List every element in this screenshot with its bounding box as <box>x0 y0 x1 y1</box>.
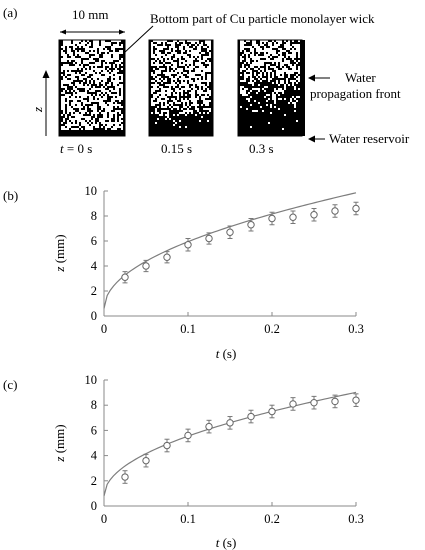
panel-a-photos: (a) 10 mm Bottom part of Cu particle mon… <box>3 5 410 156</box>
panel-b-label: (b) <box>3 188 18 203</box>
chart-c-point-6 <box>247 409 255 424</box>
chart-c-point-7 <box>268 404 276 419</box>
chart-c-marks <box>103 391 360 497</box>
chart-b-point-9 <box>310 208 318 222</box>
chart-c-ticks: 0 2 4 6 8 10 0 0.1 0.2 0.3 <box>85 373 364 526</box>
chart-b-fit-curve <box>103 192 357 309</box>
chart-b-xtick-label-3: 0.3 <box>348 322 364 336</box>
scale-bar-label: 10 mm <box>72 7 108 22</box>
chart-b-ytick-label-5: 10 <box>85 184 98 198</box>
wick-photo-0 <box>58 39 126 137</box>
z-axis-label: z <box>30 107 45 113</box>
chart-c-point-11 <box>352 393 360 407</box>
chart-c-xlabel: t (s) <box>216 535 237 550</box>
chart-c-point-5 <box>226 416 234 430</box>
chart-c-point-10 <box>331 394 339 409</box>
chart-b-point-8 <box>289 210 297 224</box>
chart-b: (b) 0 2 4 6 8 10 0 0.1 0.2 0.3 t (s) z (mm) <box>3 184 364 361</box>
chart-b-marks <box>103 192 360 309</box>
chart-b-point-1 <box>142 259 150 273</box>
chart-c-fit-curve <box>103 391 357 497</box>
wick-photos <box>58 39 305 137</box>
chart-c-ytick-label-4: 8 <box>91 398 97 412</box>
chart-c-point-8 <box>289 397 297 411</box>
scale-bar-left-arrow <box>60 29 66 35</box>
chart-b-point-2 <box>163 251 171 264</box>
chart-b-point-5 <box>226 225 234 239</box>
chart-c-ytick-label-0: 0 <box>91 499 97 513</box>
chart-b-point-11 <box>352 201 360 216</box>
reservoir-arrow-head <box>308 135 315 143</box>
panel-a-label: (a) <box>3 5 17 20</box>
chart-b-ytick-label-0: 0 <box>91 309 97 323</box>
chart-c-point-2 <box>163 438 171 453</box>
wick-photo-2 <box>237 39 303 137</box>
chart-b-point-10 <box>331 204 339 218</box>
chart-b-ytick-label-2: 4 <box>91 259 98 273</box>
chart-b-xlabel: t (s) <box>216 346 237 361</box>
chart-c-xtick-label-3: 0.3 <box>348 512 364 526</box>
wick-photo-1 <box>148 39 214 137</box>
time-label-0: t = 0 s <box>60 141 92 156</box>
front-label-2: propagation front <box>310 86 401 101</box>
chart-b-ytick-label-1: 2 <box>91 284 97 298</box>
chart-b-ylabel: z (mm) <box>52 234 67 272</box>
callout-text: Bottom part of Cu particle monolayer wic… <box>150 11 375 26</box>
chart-b-ticks: 0 2 4 6 8 10 0 0.1 0.2 0.3 <box>85 184 364 336</box>
chart-c-ylabel: z (mm) <box>52 424 67 462</box>
front-label-1: Water <box>345 70 376 85</box>
chart-b-point-0 <box>121 271 129 284</box>
chart-c-xtick-label-1: 0.1 <box>180 512 196 526</box>
chart-c-ytick-label-2: 4 <box>91 449 98 463</box>
chart-b-point-3 <box>184 238 192 252</box>
front-arrow-head <box>308 74 315 82</box>
chart-b-xtick-label-2: 0.2 <box>264 322 280 336</box>
chart-c-xtick-label-2: 0.2 <box>264 512 280 526</box>
reservoir-label: Water reservoir <box>329 131 410 146</box>
chart-b-xtick-label-1: 0.1 <box>180 322 196 336</box>
photo-edge <box>302 40 305 136</box>
time-label-1: 0.15 s <box>161 141 192 156</box>
chart-c-ytick-label-5: 10 <box>85 373 98 387</box>
chart-b-point-4 <box>205 232 213 245</box>
chart-c-point-4 <box>205 419 213 434</box>
chart-c-point-0 <box>121 470 129 484</box>
chart-c-point-9 <box>310 395 318 410</box>
z-arrow-head <box>42 70 50 78</box>
chart-c-point-1 <box>142 453 150 468</box>
chart-b-point-7 <box>268 211 276 226</box>
chart-c-xtick-label-0: 0 <box>101 512 107 526</box>
chart-b-ytick-label-4: 8 <box>91 209 97 223</box>
chart-b-point-6 <box>247 218 255 232</box>
time-label-2: 0.3 s <box>249 141 274 156</box>
scale-bar-right-arrow <box>119 29 125 35</box>
chart-b-xtick-label-0: 0 <box>101 322 107 336</box>
chart-c-ytick-label-3: 6 <box>91 423 97 437</box>
chart-c-ytick-label-1: 2 <box>91 474 97 488</box>
chart-c-point-3 <box>184 428 192 443</box>
panel-c-label: (c) <box>3 377 17 392</box>
chart-b-ytick-label-3: 6 <box>91 234 97 248</box>
chart-c: (c) 0 2 4 6 8 10 0 0.1 0.2 0.3 t (s) z (mm) <box>3 373 364 550</box>
